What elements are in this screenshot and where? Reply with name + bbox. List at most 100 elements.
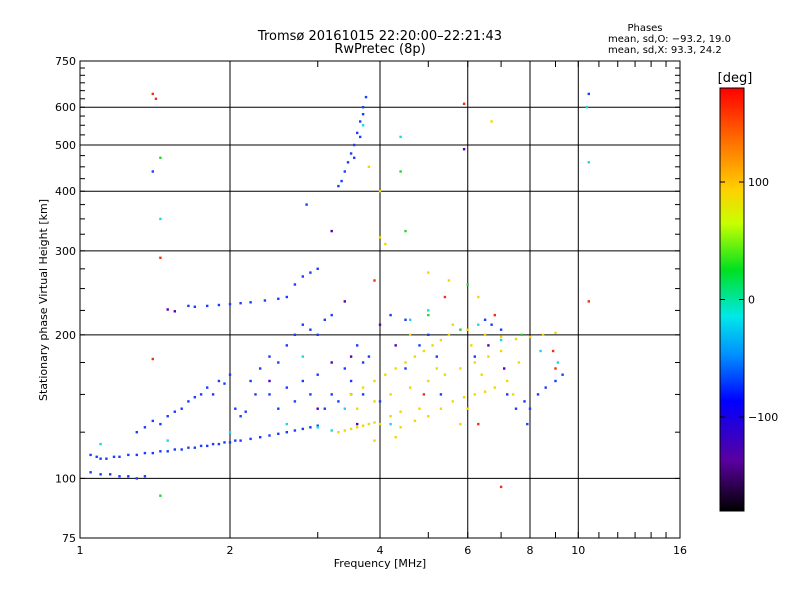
data-point <box>361 106 365 109</box>
data-point <box>239 439 242 442</box>
data-point <box>447 333 451 336</box>
data-point <box>244 410 247 413</box>
data-point <box>356 407 359 410</box>
data-point <box>316 267 319 270</box>
data-point <box>228 441 232 444</box>
data-point <box>536 393 540 396</box>
data-point <box>135 477 138 480</box>
data-point <box>316 424 319 427</box>
data-point <box>89 471 92 474</box>
data-point <box>323 318 326 321</box>
data-point <box>389 313 392 317</box>
data-point <box>431 344 434 347</box>
data-point <box>277 432 280 435</box>
data-point <box>499 335 503 339</box>
data-point <box>127 453 130 457</box>
chart-subtitle: RwPretec (8p) <box>334 42 425 57</box>
data-point <box>180 407 183 410</box>
data-point <box>187 400 190 403</box>
x-tick-label: 8 <box>527 544 534 557</box>
data-point <box>514 407 518 410</box>
data-point <box>316 407 319 410</box>
data-point <box>143 426 147 429</box>
data-point <box>399 426 402 429</box>
data-point <box>399 170 402 173</box>
colorbar-label: [deg] <box>718 71 753 86</box>
data-point <box>373 400 376 403</box>
data-points <box>89 92 590 497</box>
data-point <box>330 393 333 396</box>
data-point <box>409 318 412 321</box>
data-point <box>337 184 340 188</box>
data-point <box>206 386 209 389</box>
data-point <box>361 386 365 389</box>
data-point <box>361 113 365 116</box>
data-point <box>483 318 487 321</box>
data-point <box>526 422 529 426</box>
y-tick-label: 750 <box>55 55 76 68</box>
data-point <box>159 450 162 453</box>
data-point <box>340 179 343 183</box>
data-point <box>173 310 176 313</box>
y-tick-label: 200 <box>55 329 76 342</box>
data-point <box>353 143 356 147</box>
data-point <box>143 451 147 455</box>
data-point <box>462 396 466 399</box>
data-point <box>151 92 154 96</box>
data-point <box>587 300 590 303</box>
data-point <box>490 120 493 123</box>
data-point <box>349 427 353 431</box>
data-point <box>109 473 112 476</box>
data-point <box>539 349 542 353</box>
data-point <box>301 323 304 326</box>
data-point <box>159 256 162 259</box>
data-point <box>277 361 280 364</box>
data-point <box>418 344 421 347</box>
y-tick-label: 600 <box>55 101 76 114</box>
data-point <box>462 102 466 105</box>
data-point <box>349 355 353 358</box>
data-point <box>427 309 430 312</box>
data-point <box>166 415 169 418</box>
colorbar-ticks: 100 0 −100 <box>720 176 778 424</box>
data-point <box>356 426 359 429</box>
data-point <box>180 448 183 451</box>
data-point <box>259 436 262 439</box>
data-point <box>413 355 417 358</box>
x-axis-ticks: 1 2 4 6 8 10 16 <box>77 61 687 557</box>
data-point <box>293 429 297 432</box>
data-point <box>135 453 138 457</box>
data-point <box>239 302 242 305</box>
x-tick-label: 6 <box>464 544 471 557</box>
data-point <box>443 295 447 299</box>
data-point <box>293 400 297 403</box>
data-point <box>206 304 209 308</box>
data-point <box>127 475 130 478</box>
y-tick-label: 400 <box>55 185 76 198</box>
data-point <box>378 323 382 326</box>
stats-line-o: mean, sd,O: −93.2, 19.0 <box>608 34 731 45</box>
data-point <box>359 135 362 139</box>
data-point <box>234 439 237 442</box>
data-point <box>544 386 547 389</box>
data-point <box>477 295 480 299</box>
data-point <box>309 328 312 331</box>
data-point <box>384 242 387 246</box>
data-point <box>187 304 190 308</box>
colorbar-tick-label: 0 <box>748 294 755 307</box>
data-point <box>151 357 154 361</box>
data-point <box>356 131 359 135</box>
data-point <box>378 190 382 193</box>
data-point <box>293 333 297 336</box>
data-point <box>343 300 346 303</box>
data-point <box>159 422 162 426</box>
data-point <box>223 441 226 444</box>
data-point <box>305 203 308 206</box>
data-point <box>473 355 476 358</box>
data-point <box>99 442 102 446</box>
data-point <box>427 415 430 418</box>
data-point <box>193 446 196 449</box>
data-point <box>105 457 108 460</box>
data-point <box>528 407 532 410</box>
